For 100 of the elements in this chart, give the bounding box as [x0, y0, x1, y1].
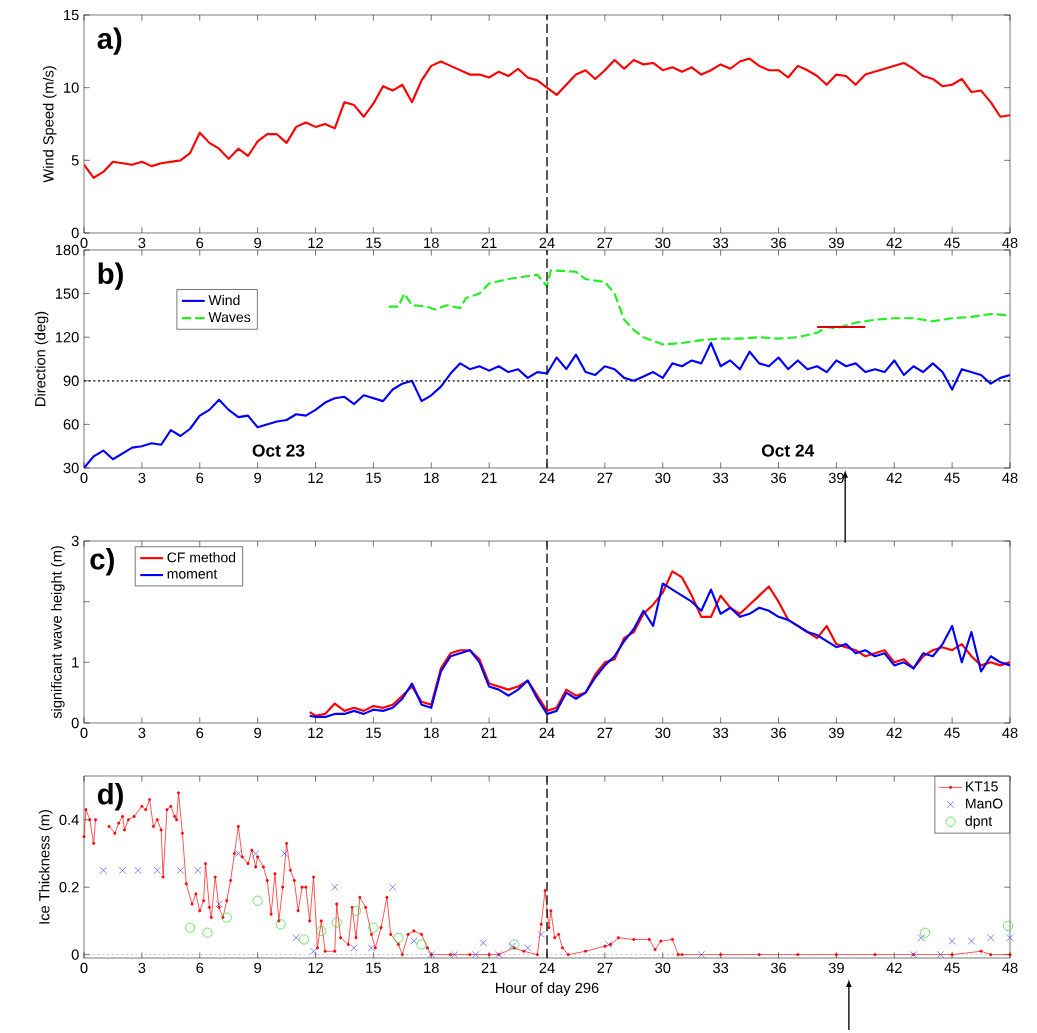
y-axis-title: Ice Thickness (m): [38, 810, 53, 924]
x-tick-label: 42: [886, 962, 902, 973]
x-tick-label: 21: [481, 237, 497, 248]
annotation: Oct 24: [761, 444, 815, 457]
annotation: b): [98, 262, 123, 290]
y-tick-label: 90: [63, 375, 79, 386]
x-axis-title: Hour of day 296: [496, 982, 599, 996]
x-tick-label: 18: [424, 472, 439, 484]
annotation: c): [90, 548, 114, 576]
x-tick-label: 24: [539, 727, 555, 738]
y-tick-label: 0: [71, 227, 79, 239]
x-tick-label: 24: [539, 472, 555, 483]
x-tick-label: 21: [481, 472, 497, 483]
x-tick-label: 45: [944, 962, 960, 973]
x-tick-label: 30: [655, 962, 671, 974]
x-tick-label: 48: [1002, 727, 1018, 739]
y-tick-label: 0.2: [59, 882, 79, 893]
x-tick-label: 39: [828, 727, 844, 739]
x-tick-label: 12: [308, 237, 323, 248]
x-tick-label: 6: [196, 472, 204, 484]
x-tick-label: 3: [138, 472, 146, 484]
x-tick-label: 9: [254, 962, 262, 974]
y-tick-label: 1: [72, 657, 79, 668]
legend-label: Wind: [208, 294, 240, 306]
y-tick-label: 0.4: [59, 814, 79, 826]
y-tick-label: 10: [64, 82, 79, 93]
x-tick-label: 27: [597, 237, 613, 248]
x-tick-label: 0: [80, 727, 88, 739]
x-tick-label: 18: [424, 237, 439, 249]
y-tick-label: 150: [55, 288, 79, 299]
x-tick-label: 0: [80, 962, 88, 974]
y-tick-label: 0: [71, 717, 79, 729]
x-tick-label: 42: [886, 727, 902, 738]
x-tick-label: 45: [944, 472, 960, 483]
x-tick-label: 42: [886, 237, 902, 248]
x-tick-label: 9: [254, 727, 262, 739]
y-tick-label: 60: [63, 419, 79, 430]
x-tick-label: 9: [254, 472, 262, 484]
x-tick-label: 30: [655, 237, 671, 249]
y-axis-title: Direction (deg): [34, 311, 49, 406]
y-tick-label: 180: [55, 244, 79, 256]
x-tick-label: 6: [196, 962, 204, 974]
y-tick-label: 120: [55, 332, 79, 343]
annotation: Oct 23: [252, 444, 305, 457]
legend-label: KT15: [966, 781, 998, 792]
y-tick-label: 15: [64, 9, 79, 21]
annotation: a): [97, 27, 122, 55]
x-tick-label: 30: [655, 472, 671, 484]
x-tick-label: 33: [713, 727, 729, 739]
x-tick-label: 24: [539, 237, 555, 248]
x-tick-label: 33: [713, 472, 729, 484]
x-tick-label: 27: [597, 962, 613, 973]
legend-label: ManO: [966, 798, 1003, 809]
annotation: d): [97, 783, 123, 811]
x-tick-label: 21: [481, 727, 497, 738]
x-tick-label: 39: [828, 472, 844, 484]
x-tick-label: 6: [196, 727, 204, 739]
x-tick-label: 12: [308, 472, 323, 483]
x-tick-label: 6: [196, 237, 204, 249]
y-tick-label: 5: [71, 155, 79, 166]
x-tick-label: 33: [713, 237, 729, 249]
x-tick-label: 36: [770, 962, 787, 974]
x-tick-label: 24: [539, 962, 555, 973]
x-tick-label: 9: [254, 237, 262, 249]
y-tick-label: 3: [71, 535, 79, 547]
x-tick-label: 12: [308, 962, 323, 973]
x-tick-label: 36: [770, 727, 787, 739]
y-tick-label: 30: [63, 462, 79, 474]
x-tick-label: 12: [308, 727, 323, 738]
x-tick-label: 42: [886, 472, 902, 483]
x-tick-label: 21: [481, 962, 497, 973]
x-tick-label: 3: [138, 962, 146, 974]
x-tick-label: 30: [655, 727, 671, 739]
x-tick-label: 3: [138, 237, 146, 249]
x-tick-label: 39: [828, 962, 844, 974]
x-tick-label: 36: [770, 472, 787, 484]
x-tick-label: 39: [828, 237, 844, 249]
legend-label: moment: [167, 569, 218, 579]
x-tick-label: 0: [80, 472, 88, 484]
x-tick-label: 18: [424, 727, 439, 739]
legend-label: dpnt: [965, 815, 993, 829]
x-tick-label: 27: [597, 727, 613, 738]
x-tick-label: 48: [1002, 472, 1018, 484]
x-tick-label: 15: [366, 237, 381, 248]
x-tick-label: 0: [80, 237, 88, 249]
x-tick-label: 48: [1002, 962, 1018, 974]
x-tick-label: 36: [770, 237, 787, 249]
x-tick-label: 15: [366, 962, 381, 973]
y-axis-title: significant wave height (m): [50, 546, 65, 719]
y-axis-title: Wind Speed (m/s): [42, 66, 57, 183]
x-tick-label: 48: [1002, 237, 1018, 249]
y-tick-label: 0: [71, 949, 79, 960]
legend-label: CF method: [167, 552, 236, 563]
x-tick-label: 45: [944, 237, 960, 248]
x-tick-label: 3: [138, 727, 146, 739]
legend-label: Waves: [208, 312, 251, 323]
x-tick-label: 15: [366, 727, 381, 738]
x-tick-label: 27: [597, 472, 613, 483]
x-tick-label: 33: [713, 962, 729, 974]
x-tick-label: 15: [366, 472, 381, 483]
